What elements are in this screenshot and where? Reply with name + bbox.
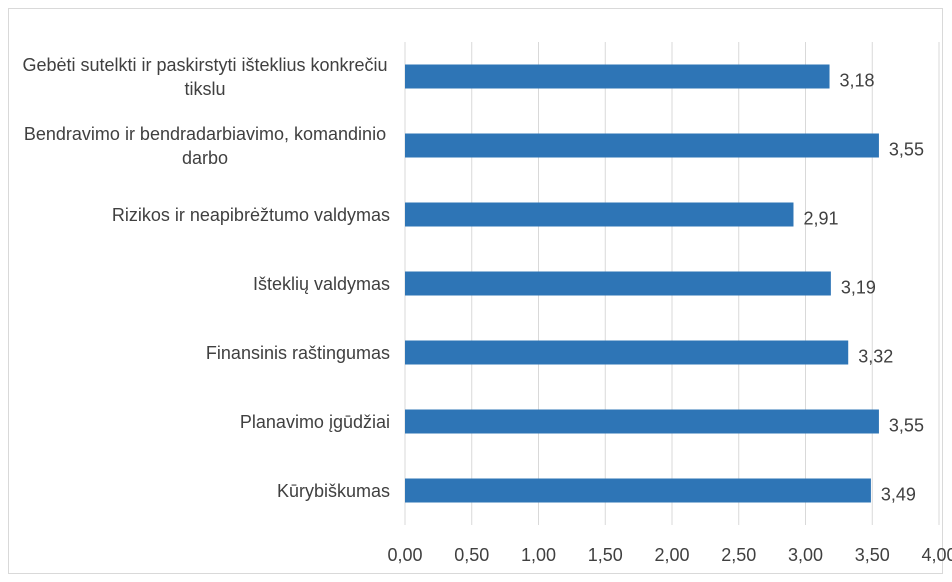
category-label-box: Finansinis raštingumas [10,323,390,383]
x-tick-label: 4,00 [921,545,952,565]
bar [405,271,831,296]
y-tick-label: Kūrybiškumas [276,480,390,501]
y-tick-label: Bendravimo ir bendradarbiavimo, komandin… [23,123,387,168]
category-label-box: Išteklių valdymas [10,254,390,314]
y-tick-label: Išteklių valdymas [252,273,390,294]
bar [405,64,830,89]
value-label: 3,55 [889,415,924,435]
value-label: 2,91 [803,208,838,228]
value-label: 3,19 [841,277,876,297]
x-tick-label: 0,00 [387,545,422,565]
bar [405,202,794,227]
value-label: 3,18 [840,70,875,90]
y-tick-label: Finansinis raštingumas [205,342,390,363]
category-label-box: Gebėti sutelkti ir paskirstyti išteklius… [10,47,390,107]
category-label-box: Bendravimo ir bendradarbiavimo, komandin… [10,116,390,176]
category-label-box: Planavimo įgūdžiai [10,392,390,452]
x-tick-label: 1,00 [521,545,556,565]
x-tick-label: 3,00 [788,545,823,565]
x-tick-label: 1,50 [588,545,623,565]
bar [405,409,879,434]
bar [405,133,879,158]
x-tick-label: 2,50 [721,545,756,565]
category-label-box: Kūrybiškumas [10,461,390,521]
value-label: 3,55 [889,139,924,159]
bar [405,340,849,365]
y-tick-label: Rizikos ir neapibrėžtumo valdymas [111,204,390,225]
category-label-box: Rizikos ir neapibrėžtumo valdymas [10,185,390,245]
x-tick-label: 3,50 [855,545,890,565]
y-tick-label: Planavimo įgūdžiai [239,411,390,432]
x-tick-label: 2,00 [654,545,689,565]
bar [405,478,871,503]
value-label: 3,49 [881,484,916,504]
y-tick-label: Gebėti sutelkti ir paskirstyti išteklius… [22,54,388,99]
x-tick-label: 0,50 [454,545,489,565]
value-label: 3,32 [858,346,893,366]
